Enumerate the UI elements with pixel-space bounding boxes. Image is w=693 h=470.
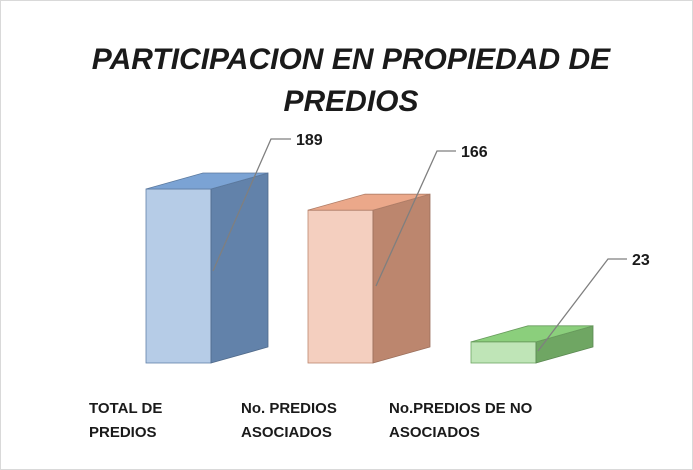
bar-front (470, 341, 537, 364)
leader-line (537, 258, 627, 352)
bar-top (145, 172, 269, 190)
leader-line (212, 138, 291, 272)
bar-side (210, 172, 269, 364)
x-tick-label: No.PREDIOS DE NO ASOCIADOS (389, 400, 533, 441)
value-label: 166 (461, 144, 488, 161)
bar-top (470, 325, 594, 343)
bar-side (372, 193, 431, 364)
bar-front (145, 188, 212, 364)
value-label: 23 (632, 252, 650, 269)
chart-title: PARTICIPACION EN PROPIEDAD DE PREDIOS (91, 43, 611, 118)
value-label: 189 (296, 132, 323, 149)
bar-front (307, 209, 374, 364)
x-tick-label: No. PREDIOS ASOCIADOS (241, 400, 337, 441)
leader-line (375, 150, 456, 287)
x-tick-label: TOTAL DE PREDIOS (89, 400, 163, 441)
bar-top (307, 193, 431, 211)
